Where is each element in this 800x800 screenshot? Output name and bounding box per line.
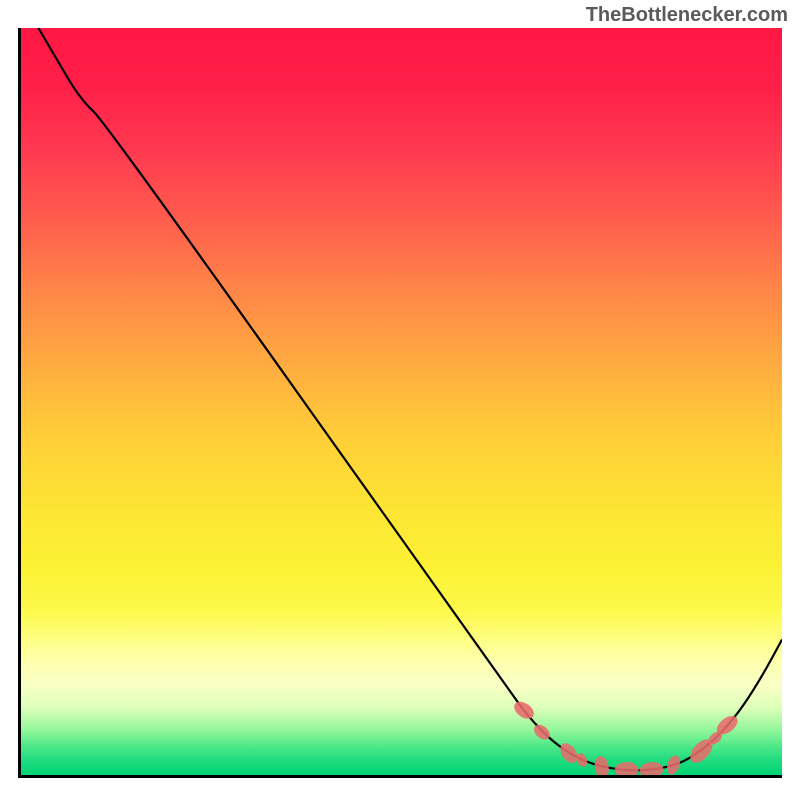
chart-svg [21, 28, 782, 775]
chart-container: TheBottlenecker.com [0, 0, 800, 800]
plot-area [18, 28, 782, 778]
gradient-background [21, 28, 782, 775]
watermark-text: TheBottlenecker.com [586, 4, 788, 27]
